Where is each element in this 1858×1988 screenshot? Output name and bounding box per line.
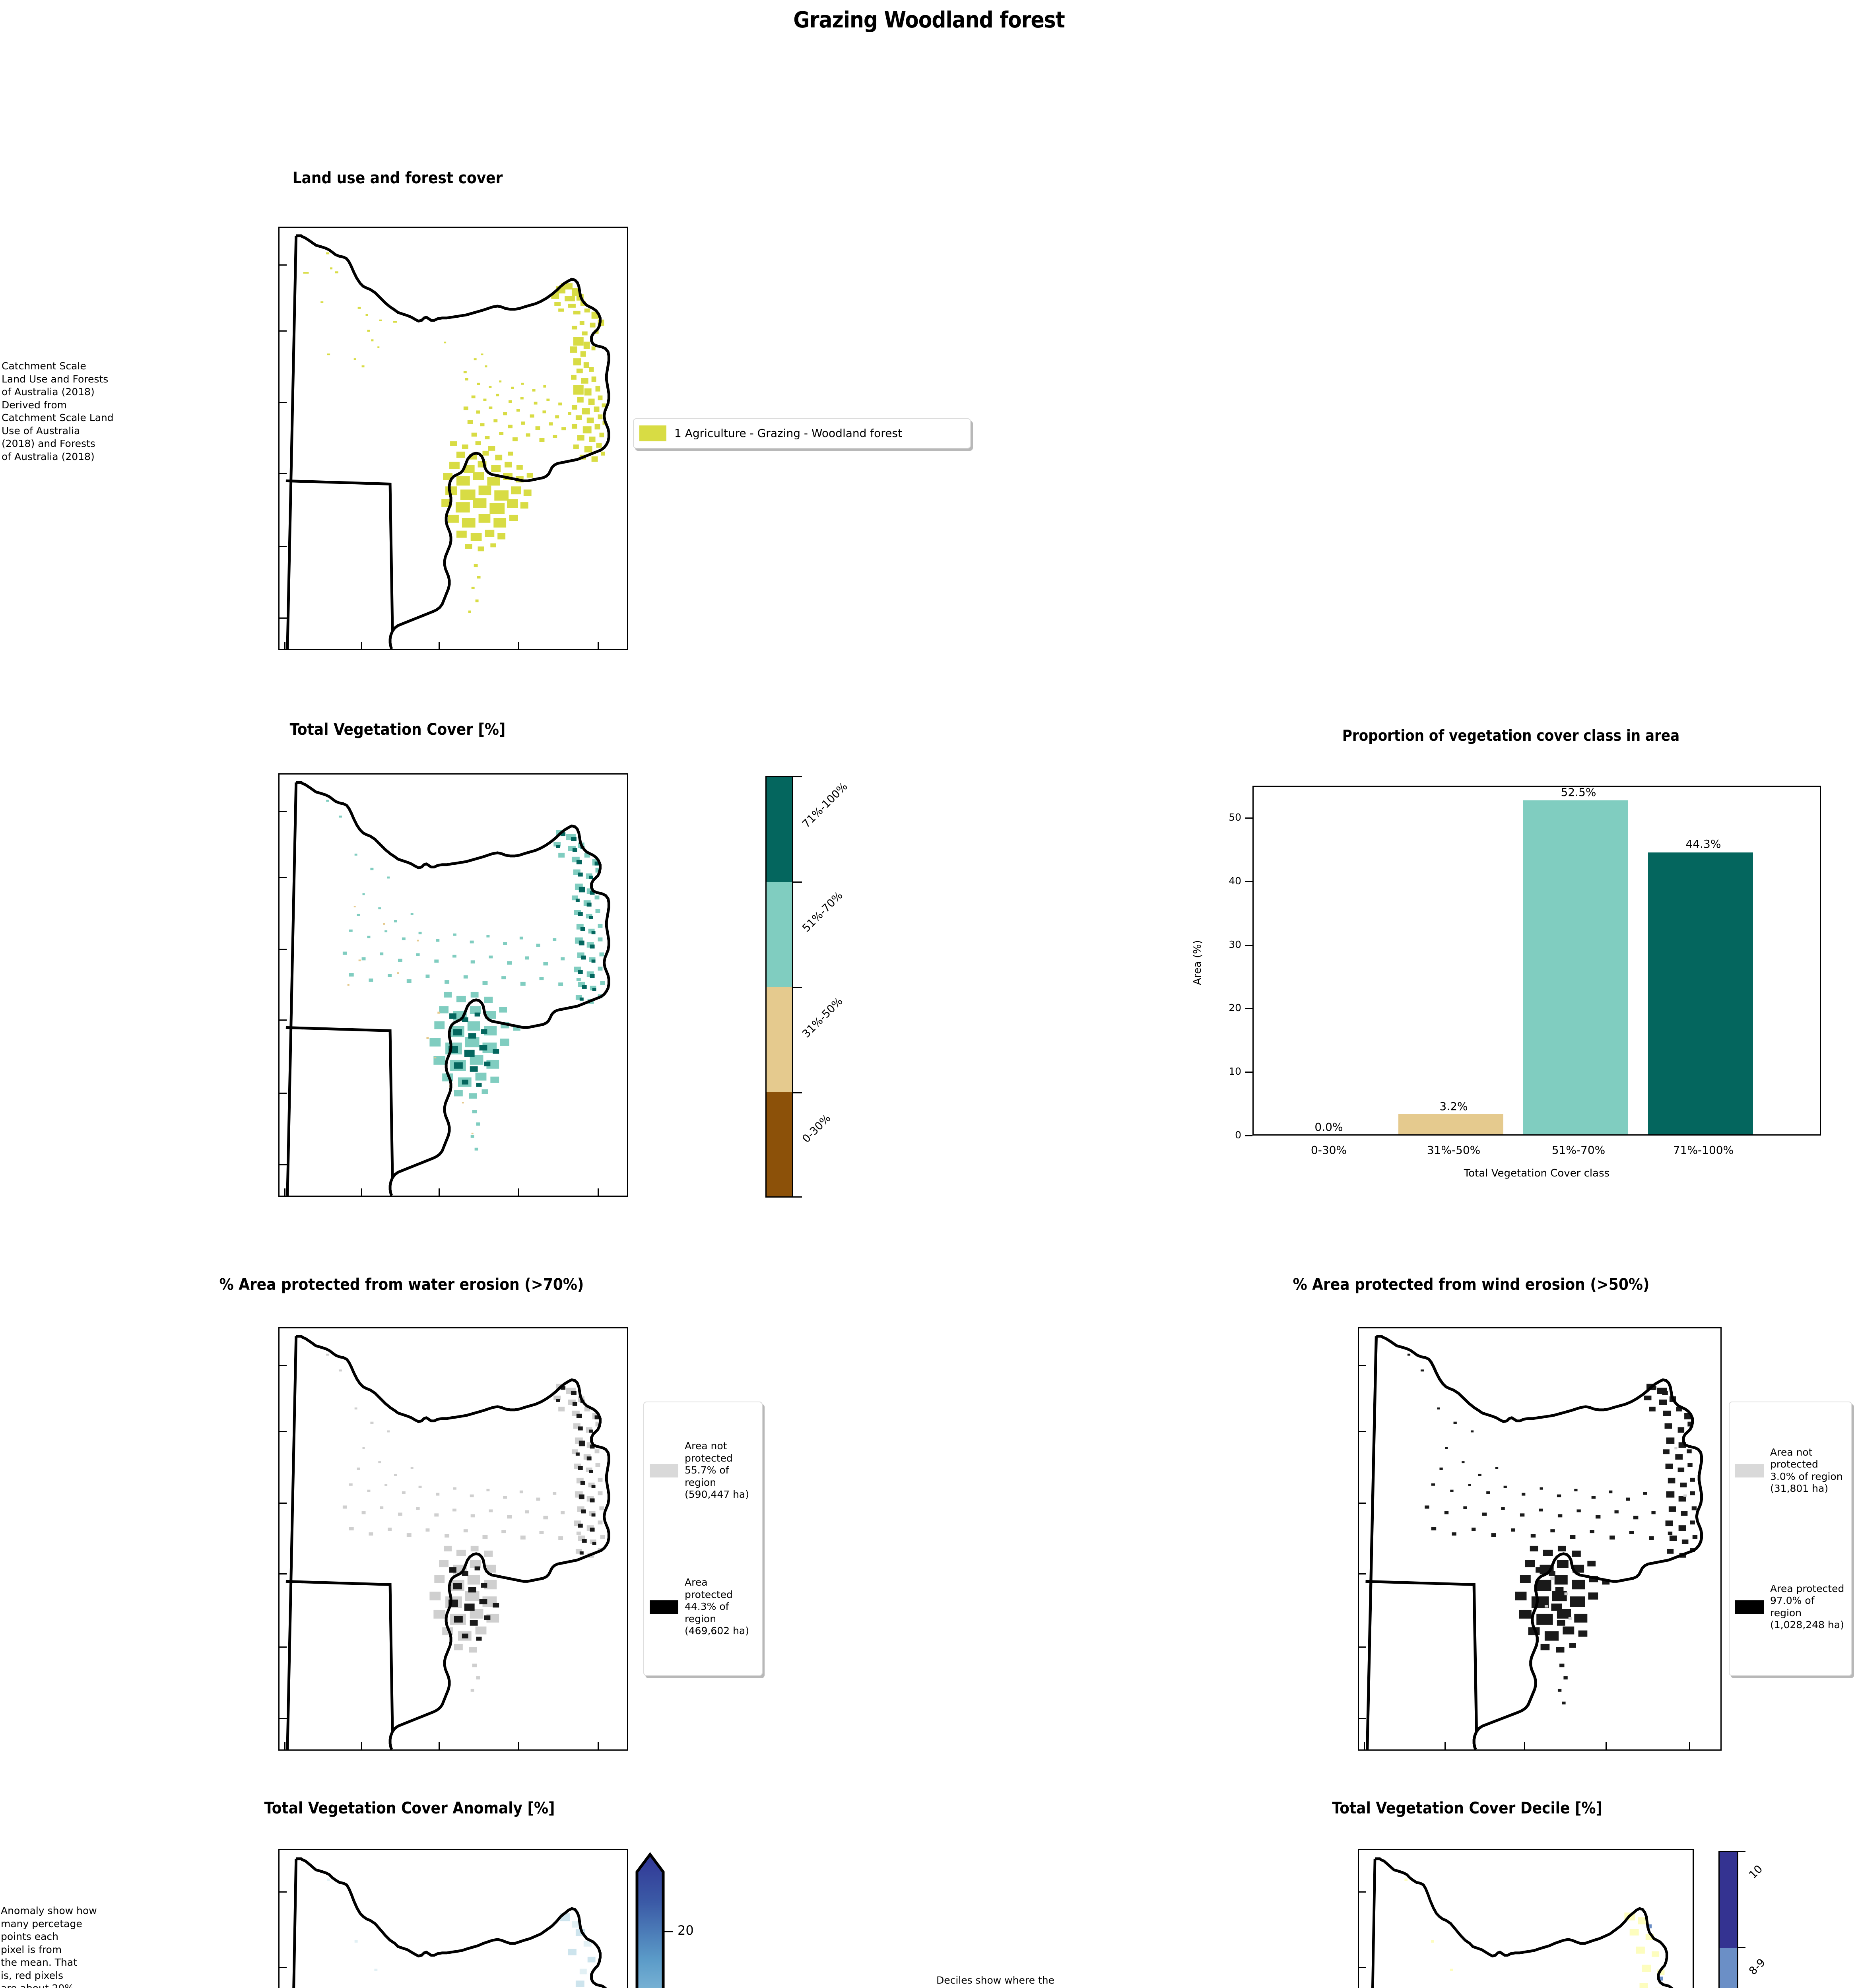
bar-value-31-50: 3.2% bbox=[1439, 1100, 1468, 1113]
vegcover-band-31-50 bbox=[767, 987, 792, 1092]
wind-erosion-map bbox=[1358, 1327, 1722, 1751]
vegcover-cb-label-71-100: 71%-100% bbox=[800, 780, 850, 831]
landuse-legend-swatch bbox=[639, 425, 666, 441]
anomaly-title: Total Vegetation Cover Anomaly [%] bbox=[264, 1799, 555, 1817]
wind-erosion-legend: Area not protected 3.0% of region (31,80… bbox=[1729, 1402, 1852, 1676]
x-tick-31-50: 31%-50% bbox=[1427, 1143, 1481, 1157]
chart-title: Proportion of vegetation cover class in … bbox=[1342, 727, 1680, 744]
anomaly-map-graphic bbox=[292, 1857, 607, 1988]
vegcover-cb-label-0-30: 0-30% bbox=[800, 1112, 833, 1145]
vegcover-map-graphic bbox=[285, 781, 610, 1196]
decile-band-8-9 bbox=[1720, 1947, 1737, 1988]
water-erosion-legend: Area not protected 55.7% of region (590,… bbox=[643, 1402, 763, 1676]
decile-title: Total Vegetation Cover Decile [%] bbox=[1332, 1799, 1602, 1817]
decile-sidenote: Deciles show where the pixel value lies … bbox=[936, 1974, 1054, 1988]
page-title: Grazing Woodland forest bbox=[793, 7, 1065, 33]
decile-cb-label-10: 10 bbox=[1747, 1863, 1765, 1881]
landuse-sidenote: Catchment Scale Land Use and Forests of … bbox=[2, 360, 114, 462]
x-tick-0-30: 0-30% bbox=[1311, 1143, 1347, 1157]
y-tick-40: 40 bbox=[1229, 875, 1241, 887]
y-tick-0: 0 bbox=[1235, 1129, 1241, 1141]
water-erosion-map-graphic bbox=[285, 1335, 610, 1749]
y-tick-30: 30 bbox=[1229, 939, 1241, 950]
vegcover-band-71-100 bbox=[767, 777, 792, 882]
x-tick-51-70: 51%-70% bbox=[1551, 1143, 1606, 1157]
bar-value-71-100: 44.3% bbox=[1685, 837, 1721, 850]
chart-xlabel: Total Vegetation Cover class bbox=[1464, 1167, 1610, 1179]
water-erosion-swatch-protected bbox=[650, 1600, 678, 1614]
water-erosion-label-not-protected: Area not protected 55.7% of region (590,… bbox=[685, 1440, 749, 1501]
wind-erosion-swatch-not-protected bbox=[1735, 1464, 1764, 1477]
bar-value-0-30: 0.0% bbox=[1314, 1120, 1343, 1134]
vegcover-cb-label-51-70: 51%-70% bbox=[800, 889, 845, 935]
decile-map-graphic bbox=[1371, 1857, 1674, 1988]
wind-erosion-title: % Area protected from wind erosion (>50%… bbox=[1293, 1276, 1650, 1294]
landuse-legend-label: 1 Agriculture - Grazing - Woodland fores… bbox=[674, 426, 902, 440]
vegcover-title: Total Vegetation Cover [%] bbox=[289, 720, 506, 739]
vegcover-proportion-chart: Proportion of vegetation cover class in … bbox=[1177, 727, 1845, 1212]
wind-erosion-swatch-protected bbox=[1735, 1600, 1764, 1614]
y-tick-50: 50 bbox=[1229, 812, 1241, 823]
anomaly-colorbar: 20 10 0 −10 −20 bbox=[635, 1849, 694, 1988]
vegcover-cb-label-31-50: 31%-50% bbox=[800, 995, 845, 1041]
wind-erosion-label-protected: Area protected 97.0% of region (1,028,24… bbox=[1770, 1582, 1844, 1631]
vegcover-band-0-30 bbox=[767, 1091, 792, 1196]
chart-plot-area bbox=[1252, 786, 1821, 1136]
wind-erosion-label-not-protected: Area not protected 3.0% of region (31,80… bbox=[1770, 1446, 1843, 1495]
bar-71-100 bbox=[1648, 852, 1753, 1134]
anomaly-tick-20: 20 bbox=[678, 1923, 694, 1938]
decile-cb-label-8-9: 8-9 bbox=[1747, 1956, 1768, 1978]
decile-colorbar: 10 8-9 4-7 2-3 1 bbox=[1718, 1851, 1768, 1988]
vegcover-colorbar: 71%-100% 51%-70% 31%-50% 0-30% bbox=[765, 776, 850, 1198]
bar-31-50 bbox=[1398, 1114, 1503, 1134]
bar-51-70 bbox=[1523, 800, 1628, 1134]
bar-value-51-70: 52.5% bbox=[1561, 786, 1596, 799]
y-tick-20: 20 bbox=[1229, 1002, 1241, 1013]
landuse-map-graphic bbox=[285, 234, 610, 649]
anomaly-map bbox=[278, 1849, 628, 1988]
vegcover-map bbox=[278, 773, 628, 1197]
vegcover-band-51-70 bbox=[767, 882, 792, 987]
x-tick-71-100: 71%-100% bbox=[1673, 1143, 1734, 1157]
landuse-title: Land use and forest cover bbox=[292, 169, 503, 187]
y-tick-10: 10 bbox=[1229, 1066, 1241, 1077]
landuse-map bbox=[278, 227, 628, 650]
water-erosion-label-protected: Area protected 44.3% of region (469,602 … bbox=[685, 1576, 749, 1637]
water-erosion-title: % Area protected from water erosion (>70… bbox=[219, 1276, 584, 1294]
decile-band-10 bbox=[1720, 1852, 1737, 1948]
anomaly-sidenote: Anomaly show how many percetage points e… bbox=[1, 1905, 97, 1988]
landuse-legend: 1 Agriculture - Grazing - Woodland fores… bbox=[633, 418, 971, 448]
anomaly-colorbar-graphic bbox=[635, 1852, 665, 1988]
water-erosion-swatch-not-protected bbox=[650, 1464, 678, 1477]
decile-map bbox=[1358, 1849, 1694, 1988]
chart-ylabel: Area (%) bbox=[1192, 940, 1204, 985]
water-erosion-map bbox=[278, 1327, 628, 1751]
wind-erosion-map-graphic bbox=[1365, 1335, 1703, 1749]
